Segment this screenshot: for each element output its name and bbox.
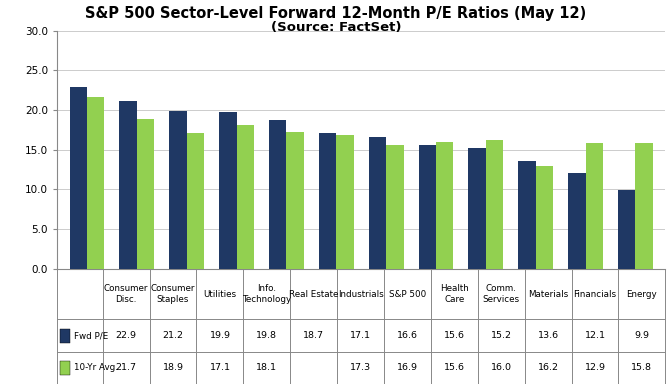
Text: 15.2: 15.2 bbox=[491, 331, 511, 340]
Text: 10-Yr Avg.: 10-Yr Avg. bbox=[74, 363, 118, 372]
Bar bbox=[60, 329, 71, 343]
Bar bbox=[219, 112, 237, 269]
Bar bbox=[336, 135, 353, 269]
Text: Energy: Energy bbox=[626, 290, 657, 299]
Text: 16.6: 16.6 bbox=[397, 331, 418, 340]
Text: (Source: FactSet): (Source: FactSet) bbox=[271, 21, 401, 34]
Text: 15.6: 15.6 bbox=[444, 331, 465, 340]
Text: Consumer
Disc.: Consumer Disc. bbox=[104, 285, 149, 304]
Text: Industrials: Industrials bbox=[338, 290, 384, 299]
Text: 22.9: 22.9 bbox=[116, 331, 136, 340]
Bar bbox=[237, 125, 254, 269]
Text: 19.9: 19.9 bbox=[210, 331, 230, 340]
Text: Materials: Materials bbox=[528, 290, 569, 299]
Bar bbox=[120, 101, 137, 269]
Bar bbox=[486, 140, 503, 269]
Bar bbox=[419, 145, 436, 269]
Bar bbox=[568, 173, 585, 269]
Text: 16.0: 16.0 bbox=[491, 363, 511, 372]
Text: S&P 500 Sector-Level Forward 12-Month P/E Ratios (May 12): S&P 500 Sector-Level Forward 12-Month P/… bbox=[85, 6, 587, 21]
Bar bbox=[536, 166, 553, 269]
Text: 16.2: 16.2 bbox=[538, 363, 558, 372]
Text: 16.9: 16.9 bbox=[397, 363, 418, 372]
Text: Fwd P/E: Fwd P/E bbox=[74, 331, 108, 340]
Bar bbox=[137, 119, 155, 269]
Bar bbox=[468, 148, 486, 269]
Text: 21.2: 21.2 bbox=[163, 331, 183, 340]
Bar bbox=[187, 133, 204, 269]
Text: 12.1: 12.1 bbox=[585, 331, 605, 340]
Bar bbox=[635, 143, 653, 269]
Text: 12.9: 12.9 bbox=[585, 363, 605, 372]
Text: S&P 500: S&P 500 bbox=[389, 290, 426, 299]
Bar bbox=[60, 361, 71, 375]
Text: 21.7: 21.7 bbox=[116, 363, 136, 372]
Bar bbox=[70, 87, 87, 269]
Bar bbox=[87, 97, 104, 269]
Text: 19.8: 19.8 bbox=[256, 331, 278, 340]
Text: Comm.
Services: Comm. Services bbox=[482, 285, 519, 304]
Bar bbox=[585, 143, 603, 269]
Text: 18.9: 18.9 bbox=[163, 363, 183, 372]
Text: 18.1: 18.1 bbox=[256, 363, 278, 372]
Bar bbox=[269, 121, 286, 269]
Text: Health
Care: Health Care bbox=[440, 285, 468, 304]
Bar bbox=[319, 133, 336, 269]
Bar bbox=[286, 131, 304, 269]
Text: Utilities: Utilities bbox=[204, 290, 237, 299]
Text: 15.6: 15.6 bbox=[444, 363, 465, 372]
Bar bbox=[369, 137, 386, 269]
Text: 17.1: 17.1 bbox=[350, 331, 371, 340]
Bar bbox=[618, 190, 635, 269]
Text: Financials: Financials bbox=[573, 290, 616, 299]
Text: 17.3: 17.3 bbox=[350, 363, 371, 372]
Text: 18.7: 18.7 bbox=[303, 331, 324, 340]
Text: 15.8: 15.8 bbox=[631, 363, 653, 372]
Bar bbox=[518, 161, 536, 269]
Bar bbox=[436, 142, 454, 269]
Text: 17.1: 17.1 bbox=[210, 363, 230, 372]
Bar bbox=[386, 145, 404, 269]
Bar bbox=[169, 111, 187, 269]
Text: 13.6: 13.6 bbox=[538, 331, 558, 340]
Text: Info.
Technology: Info. Technology bbox=[242, 285, 292, 304]
Text: Consumer
Staples: Consumer Staples bbox=[151, 285, 196, 304]
Text: Real Estate: Real Estate bbox=[289, 290, 339, 299]
Text: 9.9: 9.9 bbox=[634, 331, 649, 340]
